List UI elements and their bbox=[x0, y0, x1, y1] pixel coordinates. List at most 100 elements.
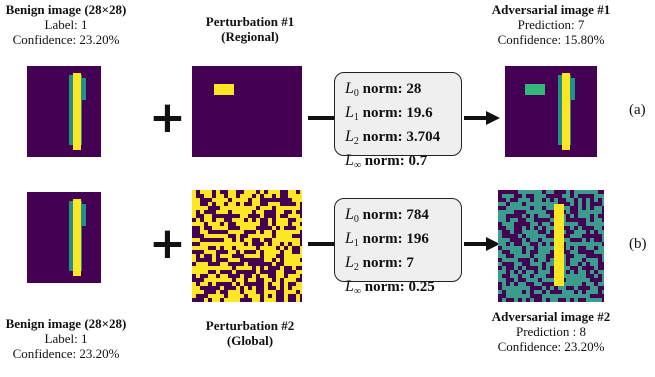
noise-pixel bbox=[582, 234, 586, 238]
noise-pixel bbox=[204, 262, 208, 266]
noise-pixel bbox=[566, 190, 570, 194]
noise-pixel bbox=[574, 298, 578, 302]
noise-pixel bbox=[522, 222, 526, 226]
noise-pixel bbox=[224, 234, 228, 238]
noise-pixel bbox=[498, 262, 502, 266]
noise-pixel bbox=[236, 278, 240, 282]
noise-pixel bbox=[240, 210, 244, 214]
noise-pixel bbox=[570, 242, 574, 246]
noise-pixel bbox=[542, 270, 546, 274]
noise-pixel bbox=[550, 274, 554, 278]
noise-pixel bbox=[530, 210, 534, 214]
noise-pixel bbox=[256, 270, 260, 274]
noise-pixel bbox=[244, 246, 248, 250]
noise-pixel bbox=[534, 298, 538, 302]
noise-pixel bbox=[232, 206, 236, 210]
noise-pixel bbox=[272, 294, 276, 298]
noise-pixel bbox=[518, 246, 522, 250]
noise-pixel bbox=[538, 230, 542, 234]
noise-pixel bbox=[530, 266, 534, 270]
noise-pixel bbox=[300, 254, 302, 258]
noise-pixel bbox=[196, 246, 200, 250]
noise-pixel bbox=[276, 258, 280, 262]
noise-pixel bbox=[522, 298, 526, 302]
noise-pixel bbox=[566, 298, 570, 302]
noise-pixel bbox=[236, 246, 240, 250]
noise-pixel bbox=[534, 202, 538, 206]
connector-line-b bbox=[308, 242, 338, 246]
noise-pixel bbox=[602, 226, 604, 230]
noise-pixel bbox=[590, 230, 594, 234]
noise-pixel bbox=[264, 298, 268, 302]
noise-pixel bbox=[216, 278, 220, 282]
noise-pixel bbox=[538, 190, 542, 194]
noise-pixel bbox=[570, 266, 574, 270]
noise-pixel bbox=[590, 246, 594, 250]
noise-pixel bbox=[530, 246, 534, 250]
noise-pixel bbox=[598, 278, 602, 282]
noise-pixel bbox=[248, 210, 252, 214]
noise-pixel bbox=[204, 250, 208, 254]
noise-pixel bbox=[522, 234, 526, 238]
noise-pixel bbox=[498, 210, 502, 214]
noise-pixel bbox=[602, 278, 604, 282]
noise-pixel bbox=[228, 246, 232, 250]
noise-pixel bbox=[252, 254, 256, 258]
noise-pixel bbox=[538, 214, 542, 218]
noise-pixel bbox=[538, 242, 542, 246]
noise-pixel bbox=[582, 206, 586, 210]
noise-pixel bbox=[506, 218, 510, 222]
noise-pixel bbox=[602, 290, 604, 294]
noise-pixel bbox=[562, 190, 566, 194]
adversarial-prediction-b: Prediction : 8 bbox=[515, 324, 587, 339]
noise-pixel bbox=[260, 190, 264, 194]
noise-pixel bbox=[232, 294, 236, 298]
noise-pixel bbox=[558, 298, 562, 302]
noise-pixel bbox=[570, 190, 574, 194]
noise-pixel bbox=[498, 254, 502, 258]
noise-pixel bbox=[498, 222, 502, 226]
noise-pixel bbox=[530, 262, 534, 266]
noise-pixel bbox=[538, 202, 542, 206]
noise-pixel bbox=[570, 286, 574, 290]
noise-pixel bbox=[542, 226, 546, 230]
noise-pixel bbox=[526, 234, 530, 238]
noise-pixel bbox=[554, 298, 558, 302]
noise-pixel bbox=[228, 258, 232, 262]
noise-pixel bbox=[538, 294, 542, 298]
noise-pixel bbox=[526, 198, 530, 202]
noise-pixel bbox=[546, 286, 550, 290]
noise-pixel bbox=[502, 290, 506, 294]
noise-pixel bbox=[602, 250, 604, 254]
noise-pixel bbox=[530, 270, 534, 274]
noise-pixel bbox=[530, 226, 534, 230]
noise-pixel bbox=[542, 266, 546, 270]
noise-pixel bbox=[192, 222, 196, 226]
noise-pixel bbox=[602, 206, 604, 210]
noise-pixel bbox=[534, 294, 538, 298]
noise-pixel bbox=[296, 218, 300, 222]
noise-pixel bbox=[526, 206, 530, 210]
noise-pixel bbox=[510, 194, 514, 198]
noise-pixel bbox=[502, 266, 506, 270]
noise-pixel bbox=[594, 282, 598, 286]
noise-pixel bbox=[208, 266, 212, 270]
noise-pixel bbox=[300, 198, 302, 202]
noise-pixel bbox=[602, 214, 604, 218]
noise-pixel bbox=[542, 274, 546, 278]
noise-pixel bbox=[546, 234, 550, 238]
noise-pixel bbox=[566, 222, 570, 226]
noise-pixel bbox=[542, 230, 546, 234]
noise-pixel bbox=[602, 262, 604, 266]
noise-pixel bbox=[594, 270, 598, 274]
perturbation-title-b: Perturbation #2 bbox=[205, 318, 295, 333]
noise-pixel bbox=[598, 258, 602, 262]
noise-pixel bbox=[582, 262, 586, 266]
noise-pixel bbox=[196, 218, 200, 222]
perturbation-title-a: Perturbation #1 bbox=[205, 14, 295, 29]
noise-pixel bbox=[292, 274, 296, 278]
noise-pixel bbox=[292, 254, 296, 258]
noise-pixel bbox=[566, 286, 570, 290]
noise-pixel bbox=[256, 202, 260, 206]
noise-pixel bbox=[546, 238, 550, 242]
